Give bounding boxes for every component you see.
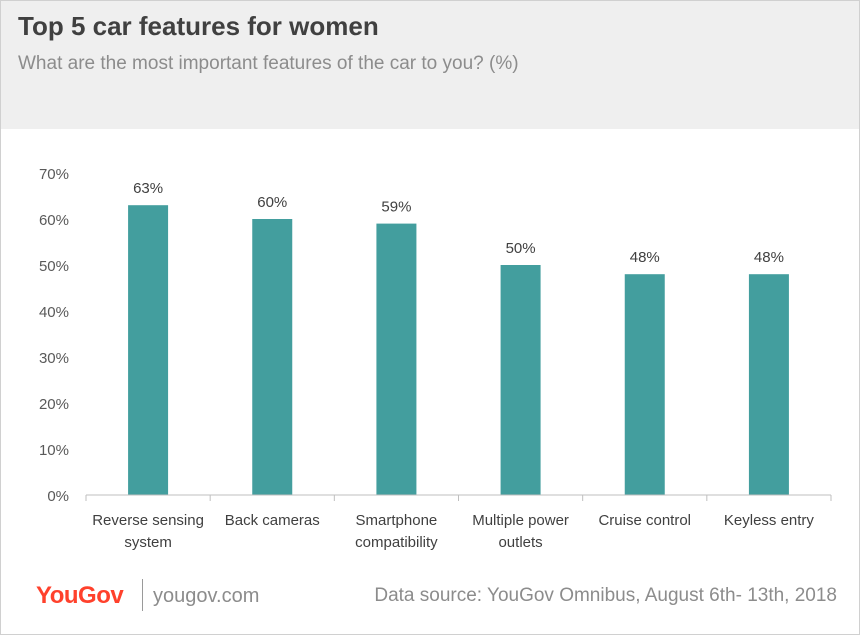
- x-tick-label: Smartphone compatibility: [355, 512, 438, 551]
- bar: [376, 223, 417, 495]
- data-label: 48%: [754, 249, 784, 266]
- bar: [624, 274, 665, 495]
- data-label: 50%: [506, 240, 536, 257]
- chart-subtitle: What are the most important features of …: [18, 53, 519, 74]
- y-tick-label: 70%: [39, 166, 69, 183]
- data-label: 59%: [381, 199, 411, 216]
- y-tick-label: 0%: [47, 488, 69, 505]
- x-tick-label: Keyless entry: [724, 512, 815, 529]
- bar: [128, 205, 169, 495]
- data-label: 48%: [630, 249, 660, 266]
- data-label: 60%: [257, 194, 287, 211]
- bar: [500, 265, 541, 495]
- y-tick-label: 50%: [39, 258, 69, 275]
- chart-header: Top 5 car features for women What are th…: [1, 1, 859, 129]
- x-tick-label: Cruise control: [598, 512, 691, 529]
- data-label: 63%: [133, 180, 163, 197]
- y-tick-label: 10%: [39, 442, 69, 459]
- y-tick-label: 20%: [39, 396, 69, 413]
- y-tick-label: 30%: [39, 350, 69, 367]
- x-tick-label: Multiple power outlets: [472, 512, 569, 551]
- yougov-logo: YouGov: [36, 582, 124, 609]
- bar: [748, 274, 789, 495]
- footer-url: yougov.com: [153, 585, 260, 607]
- footer-separator: [142, 579, 143, 611]
- x-tick-label: Reverse sensing system: [92, 512, 204, 551]
- bar: [252, 219, 293, 495]
- chart-title: Top 5 car features for women: [18, 11, 379, 41]
- y-tick-label: 60%: [39, 212, 69, 229]
- data-source: Data source: YouGov Omnibus, August 6th-…: [374, 585, 837, 606]
- y-tick-label: 40%: [39, 304, 69, 321]
- x-tick-label: Back cameras: [225, 512, 320, 529]
